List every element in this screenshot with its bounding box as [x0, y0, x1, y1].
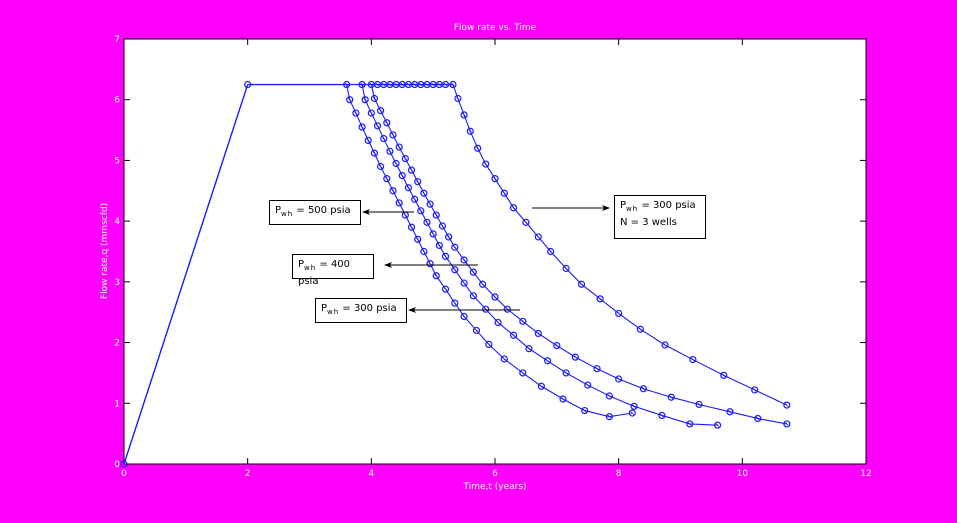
series-0: [247, 80, 636, 421]
y-tick-label: 2: [114, 339, 120, 349]
series-3: [373, 80, 791, 409]
plot-area: [123, 38, 867, 465]
annotation-pwh-300: Pwh = 300 psia: [315, 298, 407, 323]
y-tick-label: 4: [114, 217, 120, 227]
y-tick-label: 3: [114, 278, 120, 288]
y-axis-label: Flow rate,q (mmscfd): [100, 203, 110, 299]
x-tick-label: 6: [492, 469, 498, 479]
x-tick-label: 2: [245, 469, 251, 479]
series-1: [358, 80, 722, 429]
y-tick-label: 6: [114, 96, 120, 106]
y-tick-label: 1: [114, 399, 120, 409]
annotation-pwh-500: Pwh = 500 psia: [269, 200, 361, 225]
chart-title: Flow rate vs. Time: [454, 23, 537, 33]
annotation-pwh-400: Pwh = 400 psia: [292, 254, 374, 287]
series-layer: [120, 80, 791, 468]
x-tick-label: 8: [616, 469, 622, 479]
annotation-pwh-300-n3: Pwh = 300 psia N = 3 wells: [614, 195, 706, 239]
y-tick-label: 5: [114, 156, 120, 166]
y-tick-label: 7: [114, 35, 120, 45]
y-tick-label: 0: [114, 460, 120, 470]
annotation-arrows: [362, 205, 610, 313]
x-tick-label: 12: [860, 469, 871, 479]
x-tick-label: 4: [368, 469, 374, 479]
x-axis-label: Time,t (years): [462, 482, 526, 492]
x-tick-label: 0: [121, 469, 127, 479]
x-tick-label: 10: [737, 469, 749, 479]
